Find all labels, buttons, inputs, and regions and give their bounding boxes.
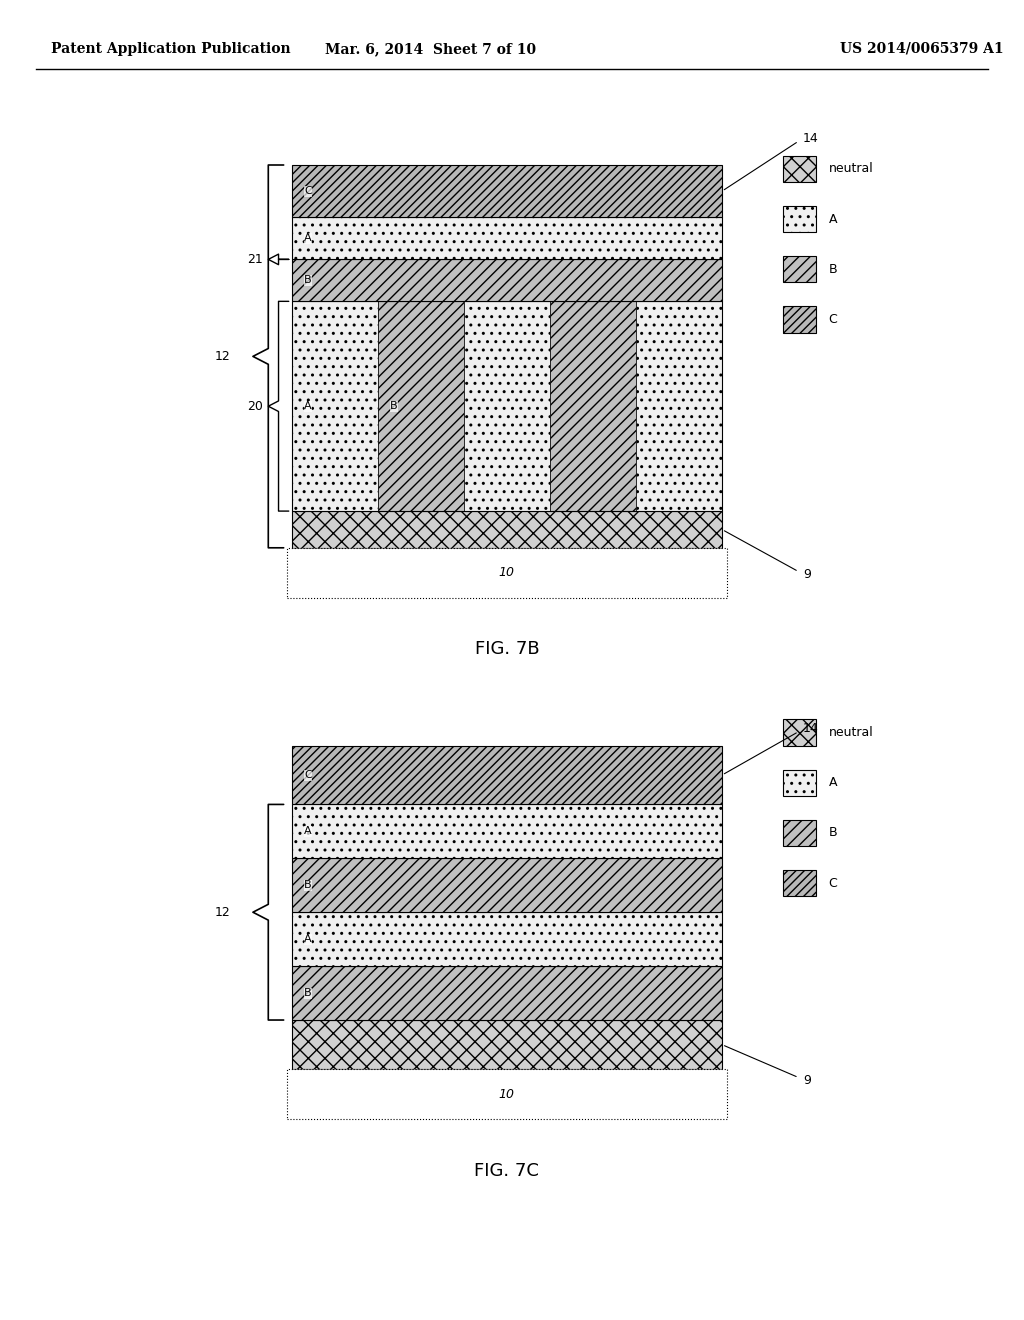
- Text: 9: 9: [803, 568, 811, 581]
- Text: B: B: [828, 826, 837, 840]
- Text: neutral: neutral: [828, 726, 873, 739]
- Bar: [292, 858, 722, 912]
- Bar: [292, 746, 722, 804]
- Text: B: B: [304, 276, 311, 285]
- Text: A: A: [304, 826, 311, 837]
- Text: FIG. 7B: FIG. 7B: [474, 640, 540, 659]
- Text: FIG. 7C: FIG. 7C: [474, 1162, 540, 1180]
- Bar: [783, 820, 816, 846]
- Text: B: B: [828, 263, 837, 276]
- Text: neutral: neutral: [828, 162, 873, 176]
- Text: Mar. 6, 2014  Sheet 7 of 10: Mar. 6, 2014 Sheet 7 of 10: [325, 42, 536, 55]
- Text: 14: 14: [803, 722, 818, 735]
- Bar: [783, 206, 816, 232]
- Bar: [783, 870, 816, 896]
- Text: Patent Application Publication: Patent Application Publication: [51, 42, 291, 55]
- Text: B: B: [304, 880, 311, 890]
- Text: A: A: [828, 776, 837, 789]
- Text: A: A: [828, 213, 837, 226]
- Bar: [287, 1069, 727, 1119]
- Text: B: B: [304, 989, 311, 998]
- Text: 14: 14: [803, 132, 818, 145]
- Text: 10: 10: [499, 566, 515, 579]
- Bar: [783, 306, 816, 333]
- Bar: [550, 301, 636, 511]
- Bar: [292, 260, 722, 301]
- Bar: [287, 548, 727, 598]
- Text: 20: 20: [247, 400, 263, 413]
- Text: 10: 10: [499, 1088, 515, 1101]
- Bar: [783, 156, 816, 182]
- Bar: [292, 1020, 722, 1069]
- Bar: [783, 770, 816, 796]
- Text: C: C: [304, 770, 312, 780]
- Text: US 2014/0065379 A1: US 2014/0065379 A1: [840, 42, 1004, 55]
- Bar: [292, 511, 722, 548]
- Text: 21: 21: [248, 253, 263, 265]
- Bar: [292, 165, 722, 218]
- Bar: [292, 218, 722, 260]
- Text: A: A: [304, 401, 311, 412]
- Text: A: A: [304, 234, 311, 243]
- Text: 12: 12: [215, 906, 230, 919]
- Bar: [378, 301, 464, 511]
- Text: C: C: [828, 876, 838, 890]
- Text: A: A: [304, 935, 311, 944]
- Bar: [636, 301, 722, 511]
- Bar: [783, 719, 816, 746]
- Text: C: C: [828, 313, 838, 326]
- Bar: [292, 301, 378, 511]
- Bar: [464, 301, 550, 511]
- Bar: [292, 912, 722, 966]
- Bar: [292, 804, 722, 858]
- Bar: [292, 301, 722, 511]
- Text: 12: 12: [215, 350, 230, 363]
- Text: 9: 9: [803, 1073, 811, 1086]
- Text: B: B: [390, 401, 397, 412]
- Text: C: C: [304, 186, 312, 197]
- Bar: [783, 256, 816, 282]
- Bar: [292, 966, 722, 1020]
